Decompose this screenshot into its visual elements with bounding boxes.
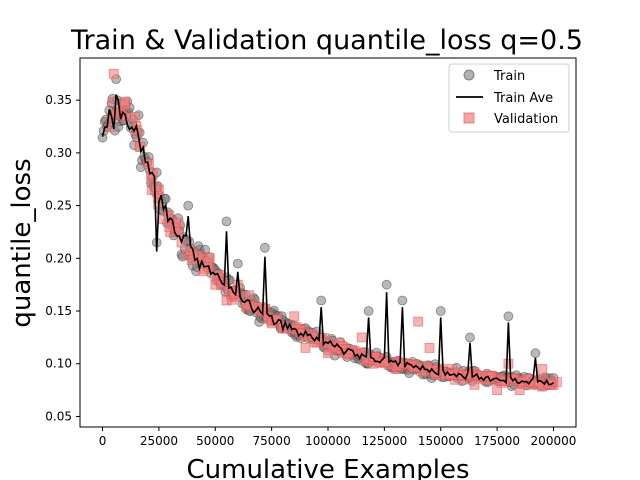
y-axis: 0.05 0.10 0.15 0.20 0.25 0.30 0.35 — [45, 93, 80, 423]
y-tick-label: 0.35 — [45, 93, 72, 107]
train-point — [381, 279, 392, 290]
validation-point — [198, 266, 208, 277]
train-point — [183, 200, 194, 211]
x-tick-label: 50000 — [196, 434, 234, 448]
x-tick-label: 125000 — [361, 434, 407, 448]
x-tick-label: 75000 — [253, 434, 291, 448]
legend-train-ave-label: Train Ave — [493, 91, 553, 106]
validation-point — [300, 342, 311, 353]
plot-area — [97, 68, 562, 396]
train-point — [221, 216, 232, 227]
train-point — [397, 295, 408, 306]
validation-point — [537, 364, 548, 374]
x-tick-label: 150000 — [418, 434, 464, 448]
y-tick-label: 0.30 — [45, 146, 72, 160]
legend-validation-label: Validation — [494, 112, 558, 127]
train-point — [363, 306, 374, 316]
validation-point — [503, 358, 514, 369]
train-point — [465, 332, 475, 343]
x-tick-label: 200000 — [531, 434, 577, 448]
y-tick-label: 0.15 — [45, 304, 72, 318]
train-point — [530, 348, 541, 359]
x-tick-label: 100000 — [305, 434, 351, 448]
validation-point — [108, 68, 119, 79]
x-axis: 0 25000 50000 75000 100000 125000 150000 175000… — [99, 427, 577, 448]
legend-train-marker — [463, 69, 475, 81]
validation-point — [464, 369, 475, 380]
validation-point — [413, 316, 424, 327]
validation-point — [356, 332, 367, 343]
train-point — [316, 295, 327, 306]
validation-point — [150, 181, 161, 192]
y-tick-label: 0.20 — [45, 251, 72, 265]
legend-box — [448, 63, 570, 133]
train-point — [232, 258, 243, 269]
validation-point — [119, 96, 130, 107]
validation-point — [130, 112, 141, 122]
validation-point — [204, 252, 215, 263]
legend-train-label: Train — [493, 69, 525, 84]
train-point — [435, 306, 446, 316]
y-tick-label: 0.25 — [45, 199, 72, 213]
validation-point — [308, 331, 319, 342]
validation-point — [107, 96, 118, 107]
validation-point — [244, 290, 255, 301]
validation-point — [424, 342, 435, 353]
validation-point — [533, 379, 544, 390]
x-axis-label: Cumulative Examples — [186, 455, 469, 480]
legend-validation-marker — [463, 112, 475, 124]
x-tick-label: 25000 — [140, 434, 178, 448]
legend: Train Train Ave Validation — [448, 63, 570, 133]
train-point — [259, 242, 270, 253]
x-tick-label: 175000 — [474, 434, 520, 448]
chart-title: Train & Validation quantile_loss q=0.5 — [70, 25, 583, 56]
validation-point — [289, 311, 300, 322]
train-ave-line — [101, 94, 554, 386]
train-point — [503, 311, 514, 322]
x-tick-label: 0 — [99, 434, 107, 448]
y-tick-label: 0.10 — [45, 357, 72, 371]
y-tick-label: 0.05 — [45, 409, 72, 423]
y-axis-label: quantile_loss — [7, 158, 37, 327]
